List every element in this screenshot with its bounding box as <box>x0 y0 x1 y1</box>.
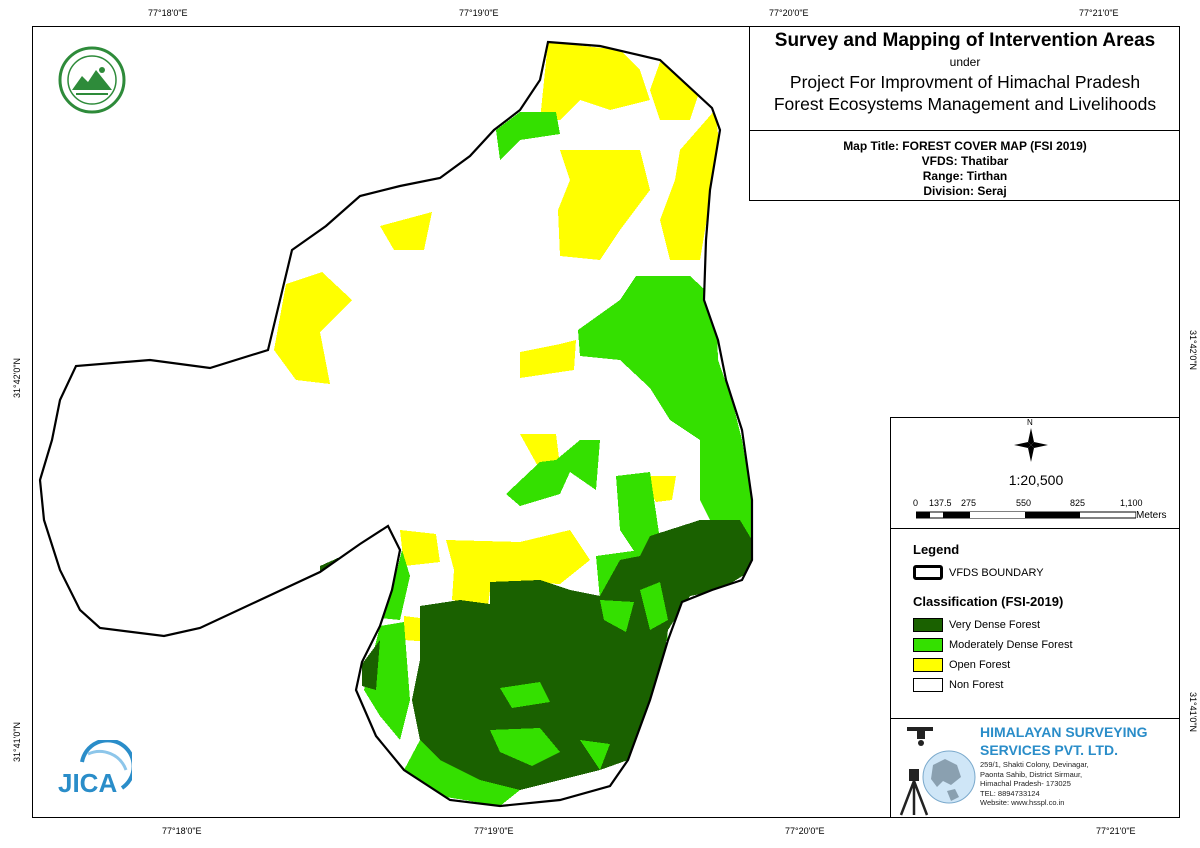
scale-tick-5: 1,100 <box>1120 498 1143 508</box>
coord-right-1: 31°42'0"N <box>1188 330 1198 371</box>
coord-bottom-3: 77°20'0"E <box>785 826 825 836</box>
address-line-5: Website: www.hsspl.co.in <box>980 798 1065 808</box>
scale-bar <box>916 511 1136 519</box>
scale-ratio: 1:20,500 <box>1008 472 1064 488</box>
legend-item-non-forest: Non Forest <box>913 678 1003 692</box>
scale-unit: Meters <box>1136 510 1167 521</box>
boundary-swatch <box>913 565 943 580</box>
project-line-2: Forest Ecosystems Management and Livelih… <box>773 94 1157 114</box>
north-label: N <box>1027 418 1033 427</box>
coord-bottom-2: 77°19'0"E <box>474 826 514 836</box>
range-name: Range: Tirthan <box>922 169 1008 183</box>
scale-tick-3: 550 <box>1016 498 1032 508</box>
open-forest-patches <box>274 42 720 642</box>
scale-tick-4: 825 <box>1070 498 1086 508</box>
legend-label-non-forest: Non Forest <box>949 679 1004 691</box>
legend-item-mod-dense: Moderately Dense Forest <box>913 638 1073 652</box>
classification-heading: Classification (FSI-2019) <box>913 594 1064 609</box>
scale-tick-2: 275 <box>961 498 977 508</box>
company-name-line-1: HIMALAYAN SURVEYING <box>980 724 1148 740</box>
title-panel: Survey and Mapping of Intervention Areas… <box>749 27 1180 201</box>
legend-heading: Legend <box>913 542 960 557</box>
north-arrow-icon <box>1014 428 1048 462</box>
coord-top-2: 77°19'0"E <box>459 8 499 18</box>
coord-top-1: 77°18'0"E <box>148 8 188 18</box>
legend-item-very-dense: Very Dense Forest <box>913 618 1040 632</box>
mod-dense-swatch <box>913 638 943 652</box>
legend-label-very-dense: Very Dense Forest <box>949 619 1041 631</box>
non-forest-swatch <box>913 678 943 692</box>
main-title: Survey and Mapping of Intervention Areas <box>774 30 1156 51</box>
forest-department-logo <box>58 46 126 114</box>
coord-top-4: 77°21'0"E <box>1079 8 1119 18</box>
project-line-1: Project For Improvment of Himachal Prade… <box>789 72 1141 92</box>
forest-cover-map <box>38 40 754 808</box>
scale-tick-1: 137.5 <box>929 498 952 508</box>
company-panel: HIMALAYAN SURVEYING SERVICES PVT. LTD. 2… <box>890 718 1180 818</box>
legend-item-open: Open Forest <box>913 658 1010 672</box>
coord-right-2: 31°41'0"N <box>1188 692 1198 733</box>
legend-label-open: Open Forest <box>949 659 1011 671</box>
legend-label-mod-dense: Moderately Dense Forest <box>949 639 1073 651</box>
coord-bottom-1: 77°18'0"E <box>162 826 202 836</box>
map-title: Map Title: FOREST COVER MAP (FSI 2019) <box>843 139 1087 153</box>
company-address: 259/1, Shakti Colony, Devinagar, Paonta … <box>980 760 1089 808</box>
coord-top-3: 77°20'0"E <box>769 8 809 18</box>
map-frame <box>32 26 1180 818</box>
scale-tick-0: 0 <box>913 498 919 508</box>
surveying-logo-icon <box>899 727 976 816</box>
open-swatch <box>913 658 943 672</box>
address-line-4: TEL: 8894733124 <box>980 788 1040 798</box>
vfds-boundary <box>38 40 754 808</box>
company-name: HIMALAYAN SURVEYING SERVICES PVT. LTD. <box>980 723 1148 759</box>
legend-item-boundary: VFDS BOUNDARY <box>913 565 1044 580</box>
coord-bottom-4: 77°21'0"E <box>1096 826 1136 836</box>
address-line-1: 259/1, Shakti Colony, Devinagar, <box>980 760 1089 769</box>
address-line-2: Paonta Sahib, District Sirmaur, <box>980 769 1083 779</box>
company-name-line-2: SERVICES PVT. LTD. <box>980 742 1118 758</box>
division-name: Division: Seraj <box>923 184 1007 198</box>
coord-left-1: 31°42'0"N <box>12 357 22 398</box>
scale-panel: N 1:20,500 0 137.5 275 550 825 1,100 Met… <box>890 417 1180 528</box>
coord-left-2: 31°41'0"N <box>12 721 22 762</box>
very-dense-swatch <box>913 618 943 632</box>
jica-logo-text: JICA <box>58 768 117 798</box>
legend-label-boundary: VFDS BOUNDARY <box>949 566 1044 579</box>
under-text: under <box>949 55 981 69</box>
jica-logo: JICA <box>58 740 132 798</box>
legend-panel: Legend VFDS BOUNDARY Classification (FSI… <box>890 528 1180 718</box>
address-line-3: Himachal Pradesh- 173025 <box>980 779 1071 789</box>
vfds-name: VFDS: Thatibar <box>921 154 1009 168</box>
